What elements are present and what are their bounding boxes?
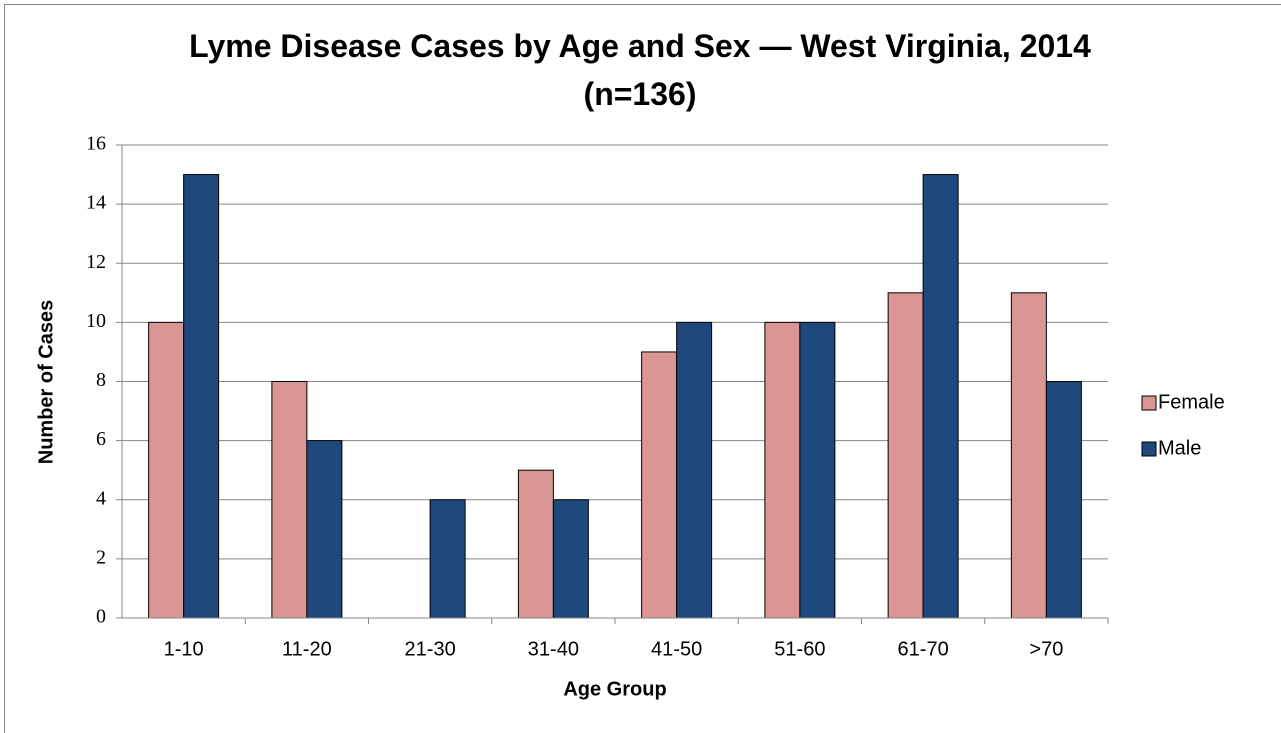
bar <box>922 174 959 619</box>
legend-swatch <box>1141 395 1157 411</box>
y-tick-label: 6 <box>96 428 106 450</box>
bar <box>429 499 466 619</box>
x-tick-label: 11-20 <box>282 638 332 660</box>
y-tick-label: 2 <box>96 546 106 568</box>
bar <box>1045 381 1082 619</box>
x-tick-label: 61-70 <box>898 638 949 660</box>
chart-title: Lyme Disease Cases by Age and Sex — West… <box>189 28 1091 112</box>
legend-label: Male <box>1158 437 1201 459</box>
bar <box>764 321 801 619</box>
y-tick-label: 10 <box>86 310 106 332</box>
bar <box>1010 292 1047 619</box>
bar <box>148 321 185 619</box>
y-axis-label: Number of Cases <box>35 300 57 465</box>
bar <box>799 321 836 619</box>
x-tick-label: 51-60 <box>774 638 825 660</box>
x-tick-label: 1-10 <box>164 638 204 660</box>
bar <box>517 469 554 619</box>
y-tick-label: 12 <box>86 251 106 273</box>
bar <box>552 499 589 619</box>
y-tick-label: 8 <box>96 369 106 391</box>
chart-border <box>4 4 1281 733</box>
y-tick-label: 0 <box>96 606 106 628</box>
x-axis-label: Age Group <box>563 678 666 700</box>
y-tick-label: 16 <box>86 133 106 155</box>
x-tick-label: 21-30 <box>405 638 456 660</box>
y-tick-label: 14 <box>86 192 106 214</box>
x-tick-label: >70 <box>1029 638 1063 660</box>
x-tick-label: 41-50 <box>651 638 702 660</box>
legend-label: Female <box>1158 391 1225 413</box>
y-tick-label: 4 <box>96 487 106 509</box>
x-tick-label: 31-40 <box>528 638 579 660</box>
bar <box>641 351 678 619</box>
bar <box>887 292 924 619</box>
bar <box>183 174 220 619</box>
bar <box>306 440 343 619</box>
bar <box>271 381 308 619</box>
bar <box>676 321 713 619</box>
legend-swatch <box>1141 441 1157 457</box>
